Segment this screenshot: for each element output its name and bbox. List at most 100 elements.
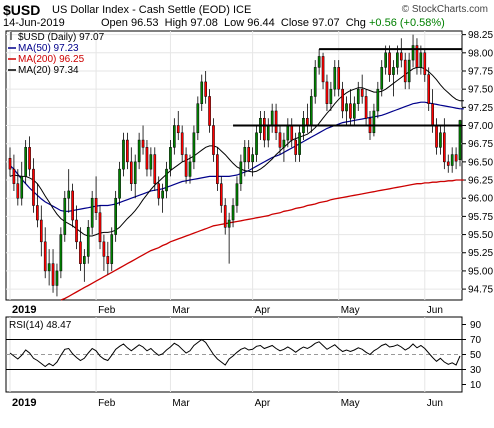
- price-tick-label: 95.00: [468, 266, 493, 277]
- price-tick-label: 97.25: [468, 103, 493, 114]
- candle-body: [353, 103, 356, 119]
- candle-body: [137, 139, 141, 163]
- ohlc-readout: Open 96.53 High 97.08 Low 96.44 Close 97…: [101, 17, 445, 29]
- candle-body: [106, 256, 110, 264]
- price-tick-label: 96.00: [468, 194, 493, 205]
- candle-body: [349, 103, 352, 119]
- candle-body: [266, 125, 270, 141]
- exchange: ICE: [232, 4, 252, 16]
- candle-body: [274, 110, 278, 134]
- candle-body: [8, 157, 12, 170]
- candle-body: [204, 81, 207, 97]
- candle-body: [43, 241, 47, 272]
- candle-body: [337, 67, 341, 90]
- rsi-tick-label: 50: [470, 350, 482, 361]
- ma20-line: [9, 66, 464, 237]
- price-tick-label: 96.25: [468, 176, 493, 187]
- candle-body: [282, 139, 286, 148]
- candle-body: [364, 96, 368, 119]
- candle-body: [329, 88, 333, 104]
- candle-body: [63, 197, 67, 235]
- candle-body: [145, 147, 149, 170]
- price-tick-label: 98.25: [468, 30, 493, 41]
- candle-body: [79, 241, 82, 264]
- price-tick-label: 96.75: [468, 139, 493, 150]
- candle-body: [388, 52, 391, 75]
- candle-body: [380, 67, 384, 90]
- candle-body: [59, 234, 63, 272]
- ma200-line: [60, 179, 464, 301]
- candle-body: [454, 154, 458, 162]
- price-tick-label: 95.50: [468, 230, 493, 241]
- legend-label: MA(20) 97.34: [18, 65, 79, 76]
- close-value: 97.07: [312, 17, 340, 29]
- candle-body: [133, 161, 137, 184]
- month-label: Feb: [98, 305, 116, 316]
- candle-body: [75, 219, 78, 243]
- high-label: High: [164, 17, 188, 29]
- candle-body: [208, 96, 211, 126]
- candle-body: [153, 154, 157, 184]
- candle-body: [255, 132, 258, 155]
- low-label: Low: [223, 17, 245, 29]
- candle-body: [39, 219, 43, 243]
- rsi-line: [9, 338, 461, 368]
- candle-body: [431, 103, 434, 126]
- candle-body: [83, 256, 86, 264]
- candle-body: [411, 45, 415, 61]
- candle-body: [86, 227, 90, 257]
- chart-header: $USD US Dollar Index - Cash Settle (EOD)…: [0, 0, 494, 30]
- candle-body: [247, 147, 251, 163]
- candle-body: [55, 270, 59, 286]
- candle-body: [149, 154, 153, 170]
- candle-body: [270, 110, 274, 126]
- month-label: Mar: [172, 305, 190, 316]
- price-tick-label: 96.50: [468, 157, 493, 168]
- candle-body: [446, 161, 450, 166]
- high-value: 97.08: [190, 17, 218, 29]
- candle-body: [188, 161, 192, 177]
- candle-body: [376, 88, 380, 112]
- candle-body: [176, 125, 180, 134]
- open-label: Open: [101, 17, 128, 29]
- candle-body: [243, 147, 247, 163]
- candle-body: [196, 103, 200, 134]
- candle-body: [200, 81, 204, 104]
- candle-body: [407, 59, 411, 83]
- candle-body: [47, 263, 51, 272]
- candle-body: [356, 88, 360, 104]
- candle-body: [165, 168, 168, 192]
- symbol: $USD: [3, 2, 41, 18]
- candle-body: [423, 52, 427, 75]
- candle-body: [28, 147, 31, 170]
- candle-body: [173, 125, 176, 148]
- candle-body: [216, 154, 219, 184]
- candle-body: [20, 176, 24, 199]
- candle-body: [141, 139, 145, 148]
- candle-body: [415, 45, 419, 68]
- legend-label: MA(50) 97.23: [18, 43, 79, 54]
- candle-body: [235, 183, 239, 206]
- candle-body: [67, 190, 71, 199]
- candle-body: [157, 183, 161, 199]
- candle-body: [122, 139, 125, 170]
- candle-body: [360, 88, 364, 97]
- candle-body: [36, 205, 39, 221]
- candle-body: [384, 52, 387, 68]
- candle-body: [180, 132, 184, 155]
- candle-body: [321, 56, 325, 83]
- candle-body: [114, 197, 117, 235]
- candle-body: [32, 168, 35, 206]
- candle-body: [118, 168, 121, 199]
- rsi-tick-label: 10: [470, 380, 482, 391]
- month-label: Jun: [427, 305, 443, 316]
- price-tick-label: 97.00: [468, 121, 493, 132]
- candle-body: [192, 132, 196, 163]
- open-value: 96.53: [130, 17, 159, 29]
- candle-body: [450, 154, 454, 166]
- candle-body: [12, 168, 16, 184]
- candle-body: [290, 125, 294, 141]
- candle-body: [399, 52, 403, 61]
- candle-body: [161, 190, 164, 199]
